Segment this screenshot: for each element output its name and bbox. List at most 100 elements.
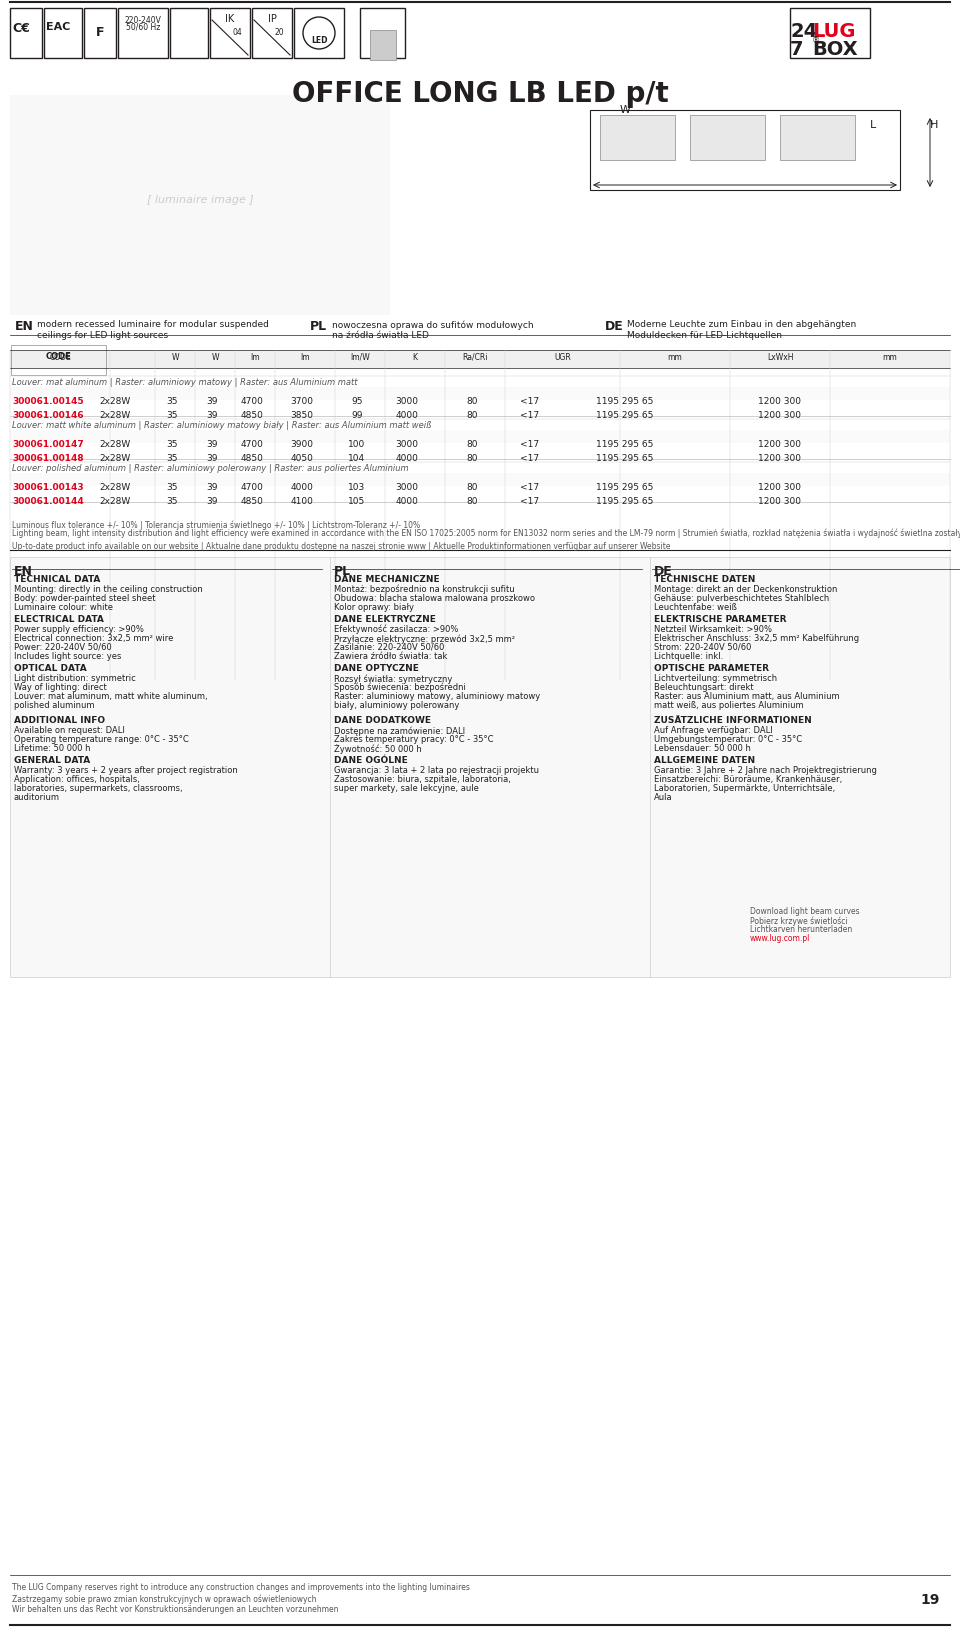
Text: W: W (620, 104, 631, 116)
Text: L: L (870, 121, 876, 130)
Text: 1200 300: 1200 300 (758, 440, 802, 448)
Bar (170, 8, 208, 59)
Text: 4000: 4000 (291, 482, 313, 492)
Text: 220-240V: 220-240V (125, 16, 161, 24)
Text: 39: 39 (206, 398, 218, 406)
Text: biały, aluminiowy polerowany: biały, aluminiowy polerowany (334, 701, 460, 711)
Text: 80: 80 (467, 482, 478, 492)
Text: auditorium: auditorium (14, 794, 60, 802)
Text: Beleuchtungsart: direkt: Beleuchtungsart: direkt (654, 683, 754, 693)
Text: 1195 295 65: 1195 295 65 (596, 411, 654, 421)
Text: K: K (413, 354, 418, 362)
Bar (10, 557, 950, 976)
Text: na źródła światła LED: na źródła światła LED (332, 331, 429, 341)
Text: 1200 300: 1200 300 (758, 455, 802, 463)
Text: 2x28W: 2x28W (100, 455, 131, 463)
Text: 4700: 4700 (241, 398, 263, 406)
Text: mm: mm (882, 354, 898, 362)
Text: lm: lm (251, 354, 260, 362)
Text: LxWxH: LxWxH (767, 354, 793, 362)
Text: Einsatzbereichi: Büroräume, Krankenhäuser,: Einsatzbereichi: Büroräume, Krankenhäuse… (654, 774, 842, 784)
Text: Netzteil Wirksamkeit: >90%: Netzteil Wirksamkeit: >90% (654, 624, 772, 634)
Text: 300061.00148: 300061.00148 (12, 455, 84, 463)
Text: 300061.00146: 300061.00146 (12, 411, 84, 421)
Bar (370, 29, 396, 60)
Bar (10, 430, 950, 443)
Text: 3000: 3000 (396, 440, 419, 448)
Text: 4000: 4000 (396, 497, 419, 505)
Text: 7: 7 (790, 41, 804, 59)
Text: 39: 39 (206, 497, 218, 505)
Bar (10, 350, 950, 368)
Text: BOX: BOX (812, 41, 857, 59)
Text: ZUSÄTZLICHE INFORMATIONEN: ZUSÄTZLICHE INFORMATIONEN (654, 716, 812, 725)
Bar (44, 8, 82, 59)
Text: www.lug.com.pl: www.lug.com.pl (750, 934, 810, 944)
Text: Dostępne na zamówienie: DALI: Dostępne na zamówienie: DALI (334, 725, 466, 735)
Text: 2x28W: 2x28W (100, 398, 131, 406)
Text: DANE ELEKTRYCZNE: DANE ELEKTRYCZNE (334, 615, 436, 624)
Text: <17: <17 (520, 482, 540, 492)
Text: Power supply efficiency: >90%: Power supply efficiency: >90% (14, 624, 144, 634)
Text: 80: 80 (467, 411, 478, 421)
Text: <17: <17 (520, 455, 540, 463)
Text: Auf Anfrage verfügbar: DALI: Auf Anfrage verfügbar: DALI (654, 725, 773, 735)
Text: Zawiera źródło światła: tak: Zawiera źródło światła: tak (334, 652, 447, 662)
Text: 104: 104 (348, 455, 366, 463)
Text: Moduldecken für LED-Lichtquellen: Moduldecken für LED-Lichtquellen (627, 331, 782, 341)
Bar (780, 116, 855, 160)
Text: Zastrzegamy sobie prawo zmian konstrukcyjnych w oprawach oświetleniowych: Zastrzegamy sobie prawo zmian konstrukcy… (12, 1594, 317, 1604)
Polygon shape (715, 900, 745, 937)
Text: 4050: 4050 (291, 455, 313, 463)
Text: Up-to-date product info available on our website | Aktualne dane produktu dostęp: Up-to-date product info available on our… (12, 543, 670, 551)
Text: Montaż: bezpośrednio na konstrukcji sufitu: Montaż: bezpośrednio na konstrukcji sufi… (334, 585, 515, 595)
Text: Luminous flux tolerance +/- 10% | Tolerancja strumienia świetlnego +/- 10% | Lic: Luminous flux tolerance +/- 10% | Tolera… (12, 520, 420, 530)
Text: Przyłącze elektryczne: przewód 3x2,5 mm²: Przyłącze elektryczne: przewód 3x2,5 mm² (334, 634, 515, 644)
Text: DANE MECHANICZNE: DANE MECHANICZNE (334, 575, 440, 584)
Text: Garantie: 3 Jahre + 2 Jahre nach Projektregistrierung: Garantie: 3 Jahre + 2 Jahre nach Projekt… (654, 766, 876, 774)
Bar (590, 109, 900, 191)
Text: Leuchtenfabe: weiß: Leuchtenfabe: weiß (654, 603, 737, 611)
Text: The LUG Company reserves right to introduce any construction changes and improve: The LUG Company reserves right to introd… (12, 1583, 469, 1593)
Text: PL: PL (310, 319, 327, 333)
Bar (600, 116, 675, 160)
Text: laboratories, supermarkets, classrooms,: laboratories, supermarkets, classrooms, (14, 784, 182, 794)
Text: Gehäuse: pulverbeschichtetes Stahlblech: Gehäuse: pulverbeschichtetes Stahlblech (654, 593, 829, 603)
Bar (10, 473, 950, 486)
Text: Operating temperature range: 0°C - 35°C: Operating temperature range: 0°C - 35°C (14, 735, 189, 743)
Text: 3850: 3850 (291, 411, 314, 421)
Text: <17: <17 (520, 398, 540, 406)
Text: OFFICE LONG LB LED p/t: OFFICE LONG LB LED p/t (292, 80, 668, 108)
Text: OPTISCHE PARAMETER: OPTISCHE PARAMETER (654, 663, 769, 673)
Text: CODE: CODE (49, 354, 71, 362)
Text: Lichtquelle: inkl.: Lichtquelle: inkl. (654, 652, 723, 662)
Text: Louver: matt white aluminum | Raster: aluminiowy matowy biały | Raster: aus Alum: Louver: matt white aluminum | Raster: al… (12, 421, 431, 430)
Text: W: W (211, 354, 219, 362)
Text: Louver: mat aluminum | Raster: aluminiowy matowy | Raster: aus Aluminium matt: Louver: mat aluminum | Raster: aluminiow… (12, 378, 357, 386)
Text: 39: 39 (206, 455, 218, 463)
Text: Power: 220-240V 50/60: Power: 220-240V 50/60 (14, 642, 111, 652)
Text: 1200 300: 1200 300 (758, 482, 802, 492)
Text: OPTICAL DATA: OPTICAL DATA (14, 663, 86, 673)
Text: ®: ® (812, 36, 820, 46)
Text: Zasilanie: 220-240V 50/60: Zasilanie: 220-240V 50/60 (334, 642, 444, 652)
Text: 35: 35 (166, 497, 178, 505)
Text: 300061.00147: 300061.00147 (12, 440, 84, 448)
Text: Lifetime: 50 000 h: Lifetime: 50 000 h (14, 743, 90, 753)
Text: PL: PL (334, 566, 351, 579)
Text: Aula: Aula (654, 794, 673, 802)
Bar (10, 8, 42, 59)
Text: 1200 300: 1200 300 (758, 497, 802, 505)
Text: GENERAL DATA: GENERAL DATA (14, 756, 90, 764)
Text: 4000: 4000 (396, 455, 419, 463)
Text: Laboratorien, Supermärkte, Unterrichtsäle,: Laboratorien, Supermärkte, Unterrichtsäl… (654, 784, 835, 794)
Text: Raster: aluminiowy matowy, aluminiowy matowy: Raster: aluminiowy matowy, aluminiowy ma… (334, 693, 540, 701)
Bar (360, 8, 405, 59)
Text: 2x28W: 2x28W (100, 440, 131, 448)
Text: 4850: 4850 (241, 497, 263, 505)
Text: 80: 80 (467, 497, 478, 505)
Text: 24: 24 (790, 21, 817, 41)
Polygon shape (370, 34, 396, 60)
Text: modern recessed luminaire for modular suspended: modern recessed luminaire for modular su… (37, 319, 269, 329)
Text: IK: IK (226, 15, 234, 24)
